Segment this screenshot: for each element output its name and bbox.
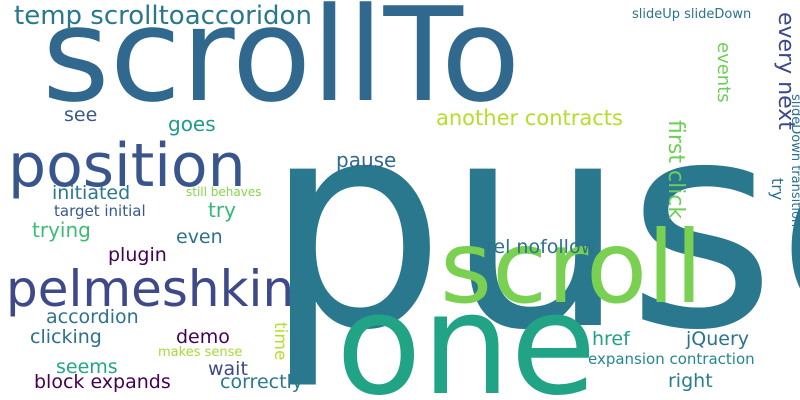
- word-pause: pause: [336, 148, 397, 172]
- word-another-contracts: another contracts: [436, 106, 623, 130]
- word-href: href: [592, 328, 630, 350]
- word-slidedown-transition: slideDown transition: [788, 94, 800, 228]
- word-scrollto: scrollTo: [42, 0, 521, 131]
- word-still-behaves: still behaves: [186, 185, 262, 199]
- word-clicking: clicking: [30, 326, 102, 348]
- word-pelmeshkin: pelmeshkin: [6, 260, 295, 318]
- word-events: events: [713, 42, 734, 103]
- word-try-vertical: try: [768, 178, 787, 201]
- word-target-initial: target initial: [54, 202, 146, 220]
- word-one: one: [336, 264, 597, 400]
- word-see: see: [64, 104, 98, 126]
- word-seems: seems: [56, 356, 118, 378]
- word-makes-sense: makes sense: [158, 345, 243, 360]
- word-expansion-contraction: expansion contraction: [588, 350, 755, 368]
- word-first-click: first click: [663, 120, 688, 220]
- word-wait: wait: [208, 358, 248, 380]
- word-try: try: [208, 198, 236, 222]
- word-position: position: [8, 131, 246, 201]
- word-even: even: [176, 226, 223, 248]
- word-right: right: [668, 370, 713, 392]
- word-trying: trying: [32, 218, 91, 242]
- word-demo: demo: [176, 326, 230, 348]
- word-goes: goes: [168, 112, 216, 136]
- word-jquery: jQuery: [686, 328, 750, 350]
- word-scroll: scroll: [440, 209, 703, 326]
- word-time: time: [270, 322, 290, 361]
- word-block-expands: block expands: [34, 371, 171, 393]
- word-temp-scrolltoaccoridon: temp scrolltoaccoridon: [14, 1, 312, 31]
- word-accordion: accordion: [46, 306, 139, 328]
- word-correctly: correctly: [220, 371, 304, 393]
- word-rel-nofollow: rel nofollow: [486, 236, 597, 258]
- word-initiated: initiated: [52, 182, 131, 204]
- word-puse: puse: [264, 61, 800, 393]
- word-plugin: plugin: [108, 244, 167, 266]
- word-slideup-slidedown: slideUp slideDown: [632, 7, 752, 22]
